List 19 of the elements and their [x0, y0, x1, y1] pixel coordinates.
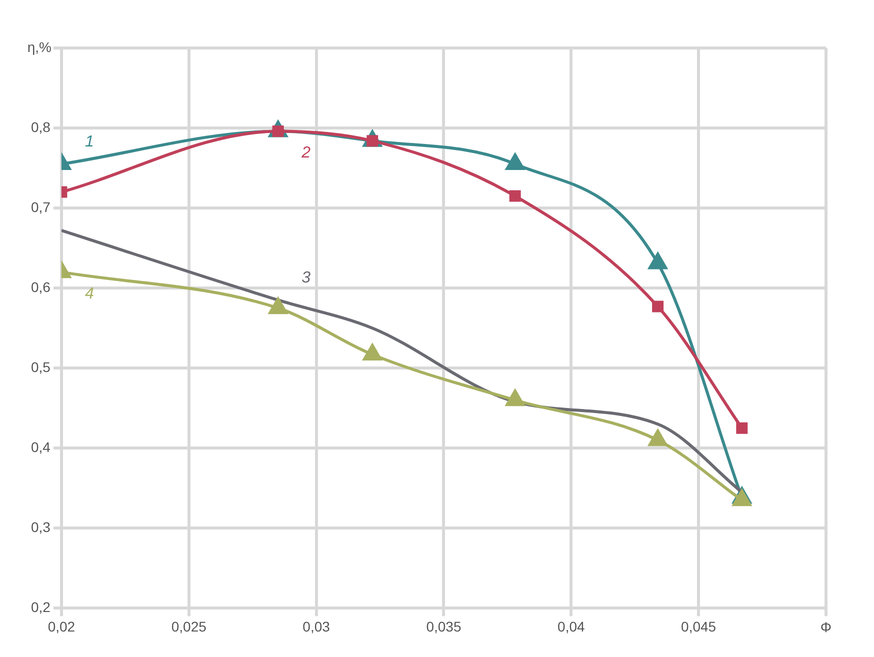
x-tick-label: 0,035 — [426, 618, 462, 634]
x-tick-label: 0,03 — [302, 618, 330, 634]
y-tick-label: 0,3 — [30, 519, 51, 536]
x-tick-label: 0,02 — [48, 618, 76, 634]
y-tick-label: 0,6 — [30, 278, 51, 295]
x-tick-label: 0,04 — [558, 618, 585, 634]
y-axis-title: η,% — [27, 38, 52, 55]
series-label: 3 — [302, 270, 311, 287]
series-label: 2 — [300, 144, 311, 162]
y-tick-label: 0,4 — [30, 439, 51, 455]
x-axis-title: Φ — [820, 619, 832, 636]
y-tick-label: 0,5 — [30, 358, 51, 375]
series-label: 1 — [85, 133, 94, 150]
x-tick-label: 0,025 — [171, 618, 207, 634]
y-tick-label: 0,7 — [30, 198, 51, 215]
x-tick-label: 0,045 — [681, 618, 716, 634]
y-tick-label: 0,2 — [30, 599, 51, 616]
y-tick-label: 0,8 — [30, 118, 51, 135]
series-label: 4 — [85, 286, 94, 303]
